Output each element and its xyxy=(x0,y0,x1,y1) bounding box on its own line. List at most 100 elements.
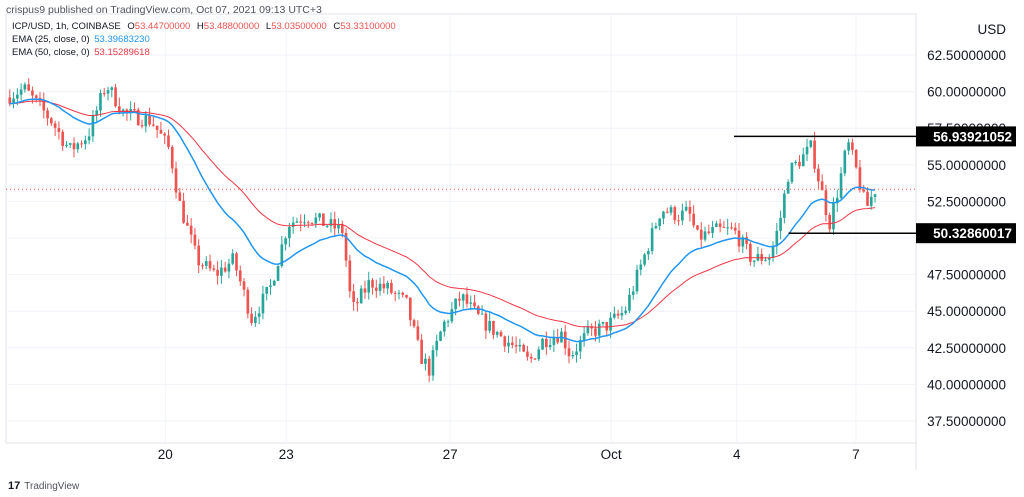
candle xyxy=(563,325,567,355)
candle-body xyxy=(563,331,567,349)
candle-body xyxy=(733,227,737,231)
candle-body xyxy=(95,110,99,116)
candle xyxy=(337,218,340,234)
candle-body xyxy=(571,354,575,357)
candle xyxy=(95,106,99,122)
open-label: O xyxy=(127,21,135,32)
candle xyxy=(257,306,261,325)
candle xyxy=(284,236,287,251)
candle xyxy=(465,287,469,308)
candle xyxy=(647,248,650,260)
candle xyxy=(707,224,711,235)
candle xyxy=(27,78,30,92)
candle-body xyxy=(862,189,866,192)
candle xyxy=(473,294,476,308)
candle xyxy=(424,353,427,371)
candle xyxy=(238,265,242,286)
candle xyxy=(752,260,756,267)
candle-body xyxy=(348,260,352,292)
candle xyxy=(499,330,503,337)
candle-body xyxy=(556,337,559,343)
candle xyxy=(488,312,491,334)
candle-body xyxy=(393,292,397,294)
ema50-legend[interactable]: EMA (50, close, 0) 53.15289618 xyxy=(12,47,150,58)
candle-body xyxy=(801,154,805,167)
candle-body xyxy=(628,294,631,311)
candle-body xyxy=(597,323,601,336)
ema25-legend[interactable]: EMA (25, close, 0) 53.39683230 xyxy=(12,34,150,45)
candle xyxy=(189,218,193,244)
candle xyxy=(665,207,669,214)
candle-body xyxy=(76,143,80,150)
candle-body xyxy=(817,168,820,182)
candle-body xyxy=(582,333,586,341)
candle-body xyxy=(204,261,208,266)
candle-body xyxy=(843,150,847,174)
candle-body xyxy=(643,254,646,265)
candle-body xyxy=(613,313,616,318)
candle-body xyxy=(261,293,265,314)
candle xyxy=(726,218,730,236)
candle-body xyxy=(19,89,23,95)
candle xyxy=(586,320,590,336)
candle xyxy=(140,119,144,129)
candle xyxy=(446,319,450,328)
candle xyxy=(790,162,794,184)
candle xyxy=(798,155,801,169)
candle xyxy=(582,326,586,347)
candle-body xyxy=(783,193,786,218)
candle-body xyxy=(461,294,465,301)
candle xyxy=(61,129,64,151)
candle-body xyxy=(359,288,363,304)
candle xyxy=(344,227,348,267)
candle-body xyxy=(382,283,386,289)
candle-body xyxy=(442,321,446,332)
candle xyxy=(783,190,786,224)
candle-body xyxy=(866,191,869,206)
candle xyxy=(442,319,446,337)
candle xyxy=(231,249,235,266)
candle xyxy=(699,222,703,248)
candle-body xyxy=(99,93,102,111)
candle-body xyxy=(476,306,480,314)
candle-body xyxy=(110,87,114,91)
candle xyxy=(374,279,378,298)
candle-body xyxy=(314,217,318,224)
candle-body xyxy=(352,291,355,303)
candle-body xyxy=(450,309,454,322)
candle xyxy=(869,189,873,210)
candle-body xyxy=(242,281,246,290)
candle-body xyxy=(374,287,378,291)
level-label: 56.93921052 xyxy=(933,129,1012,144)
candle xyxy=(847,138,850,155)
candle xyxy=(390,279,393,295)
candle xyxy=(862,184,866,193)
candle xyxy=(677,214,680,226)
candle-body xyxy=(673,207,677,221)
candle-body xyxy=(106,90,110,94)
candle-body xyxy=(337,224,340,229)
candle-body xyxy=(333,219,337,229)
candle-body xyxy=(839,173,843,198)
tradingview-footer[interactable]: 17 TradingView xyxy=(8,480,79,492)
candle-body xyxy=(170,146,174,169)
candle xyxy=(522,343,525,353)
candle-body xyxy=(492,320,495,335)
candle xyxy=(208,254,212,272)
candle xyxy=(405,294,408,299)
candle-body xyxy=(507,342,510,347)
candle-body xyxy=(624,310,627,313)
candle-body xyxy=(53,123,57,128)
candle xyxy=(786,179,790,194)
candle xyxy=(220,259,223,284)
candle-body xyxy=(16,94,19,99)
high-value: 53.48800000 xyxy=(203,21,260,32)
candle xyxy=(152,116,155,127)
candle-body xyxy=(722,226,726,228)
candle-body xyxy=(238,270,242,282)
candle-body xyxy=(684,206,688,211)
candle-body xyxy=(46,110,49,119)
tradingview-brand: TradingView xyxy=(24,480,80,492)
candle-body xyxy=(631,291,635,295)
